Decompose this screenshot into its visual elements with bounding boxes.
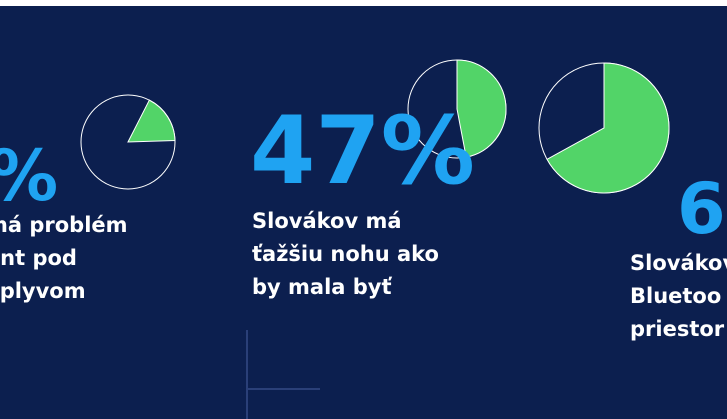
caption-line: ťažšiu nohu ako <box>252 242 439 266</box>
decor-line <box>246 330 320 419</box>
caption-line: yplyvom <box>0 279 86 303</box>
caption-line: priestor <box>630 317 725 341</box>
caption-line: Bluetoo <box>630 284 721 308</box>
caption-line: Slovákov má <box>252 209 402 233</box>
headline: 6 <box>677 168 726 250</box>
headline: 47% <box>250 97 475 206</box>
caption-line: Slovákov <box>630 251 727 275</box>
pie-slice <box>456 59 507 158</box>
caption-line: by mala byť <box>252 275 392 299</box>
pie-slice <box>546 62 670 194</box>
headline: % <box>0 135 58 217</box>
caption-line: má problém <box>0 213 128 237</box>
pie-outline <box>80 94 176 190</box>
pie-slice <box>127 99 176 143</box>
caption-line: ant pod <box>0 246 77 270</box>
